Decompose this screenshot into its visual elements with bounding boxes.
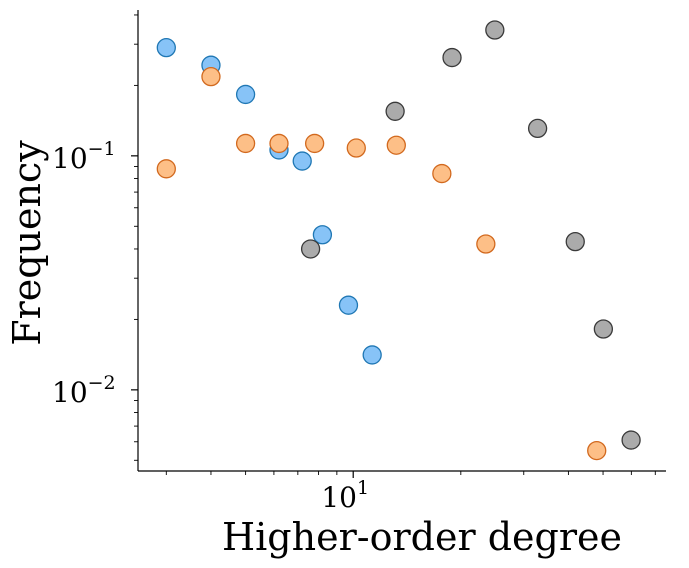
y-tick-label-exponent: −1 [88,138,116,160]
data-point-series-2 [587,440,607,461]
data-point-series-2 [432,163,452,184]
data-point-series-2 [269,133,289,154]
data-point-series-1 [235,84,256,105]
data-point-series-3 [385,101,405,121]
data-point-series-3 [527,118,548,139]
x-tick-label-base: 10 [321,481,357,514]
data-point-series-2 [304,133,325,154]
data-point-series-2 [201,66,221,87]
data-point-series-2 [476,234,496,254]
points-layer [156,20,641,461]
data-point-series-1 [362,345,382,365]
y-tick-label-base: 10 [52,376,88,409]
data-point-series-2 [346,138,366,158]
data-point-series-1 [156,37,176,58]
data-point-series-3 [621,430,641,450]
data-point-series-2 [386,135,406,155]
x-tick-label-exponent: 1 [357,477,369,499]
y-tick-label-base: 10 [52,142,88,175]
data-point-series-1 [338,295,359,315]
data-point-series-3 [485,20,505,40]
y-tick-label: 10−2 [52,372,116,409]
data-point-series-3 [442,47,462,68]
data-point-series-2 [235,133,256,154]
y-tick-label: 10−1 [52,138,116,175]
data-point-series-3 [300,239,321,259]
data-point-series-2 [156,159,176,179]
data-point-series-1 [312,225,333,245]
x-tick-label: 101 [321,477,369,514]
data-point-series-1 [292,151,312,171]
data-point-series-3 [593,319,614,339]
y-tick-label-exponent: −2 [88,372,116,394]
x-axis-label: Higher-order degree [222,515,622,559]
y-axis-label: Frequency [5,140,49,346]
data-point-series-3 [565,231,585,252]
